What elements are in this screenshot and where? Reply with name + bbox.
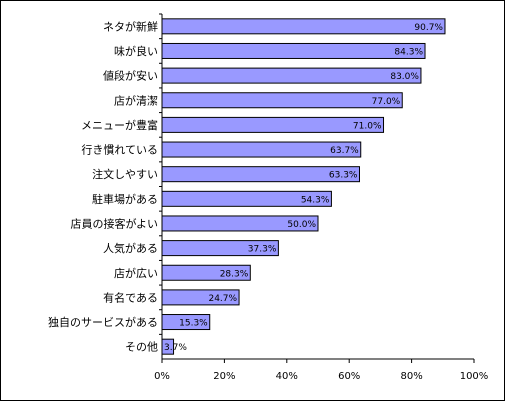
data-label: 50.0% [287, 220, 316, 230]
data-label: 71.0% [353, 121, 382, 131]
data-label: 37.3% [248, 245, 277, 255]
bar [161, 116, 385, 133]
category-label: 有名である [103, 290, 158, 304]
category-label: 値段が安い [103, 69, 158, 83]
x-tick-label: 40% [276, 371, 298, 382]
data-label: 63.3% [329, 171, 358, 181]
x-tick-label: 60% [338, 371, 360, 382]
category-label: その他 [125, 341, 158, 354]
category-label: 味が良い [114, 44, 158, 58]
x-tick-label: 100% [460, 371, 489, 382]
category-label: 行き慣れている [81, 143, 158, 157]
category-label: 人気がある [103, 241, 158, 255]
data-label: 83.0% [390, 72, 419, 82]
x-tick-label: 20% [213, 371, 235, 382]
category-label: ネタが新鮮 [103, 19, 158, 33]
data-label: 84.3% [394, 47, 423, 57]
category-label: 店が広い [114, 266, 158, 280]
data-label: 24.7% [208, 294, 237, 304]
data-label: 54.3% [301, 195, 330, 205]
category-label: 独自のサービスがある [48, 315, 158, 329]
category-label: 駐車場がある [92, 192, 158, 206]
x-tick-label: 0% [154, 371, 170, 382]
data-label: 15.3% [179, 319, 208, 329]
data-label: 77.0% [372, 97, 401, 107]
category-label: 注文しやすい [92, 167, 158, 181]
bar [161, 67, 422, 84]
data-label: 90.7% [414, 23, 443, 33]
category-label: 店が清潔 [114, 93, 158, 107]
data-label: 3.7% [164, 343, 187, 353]
category-label: 店員の接客がよい [71, 216, 158, 230]
bar [161, 18, 446, 35]
x-tick-label: 80% [400, 371, 422, 382]
data-label: 63.7% [330, 146, 359, 156]
category-label: メニューが豊富 [81, 118, 158, 132]
data-label: 28.3% [220, 269, 249, 279]
bar [161, 92, 403, 109]
bar [161, 42, 426, 59]
